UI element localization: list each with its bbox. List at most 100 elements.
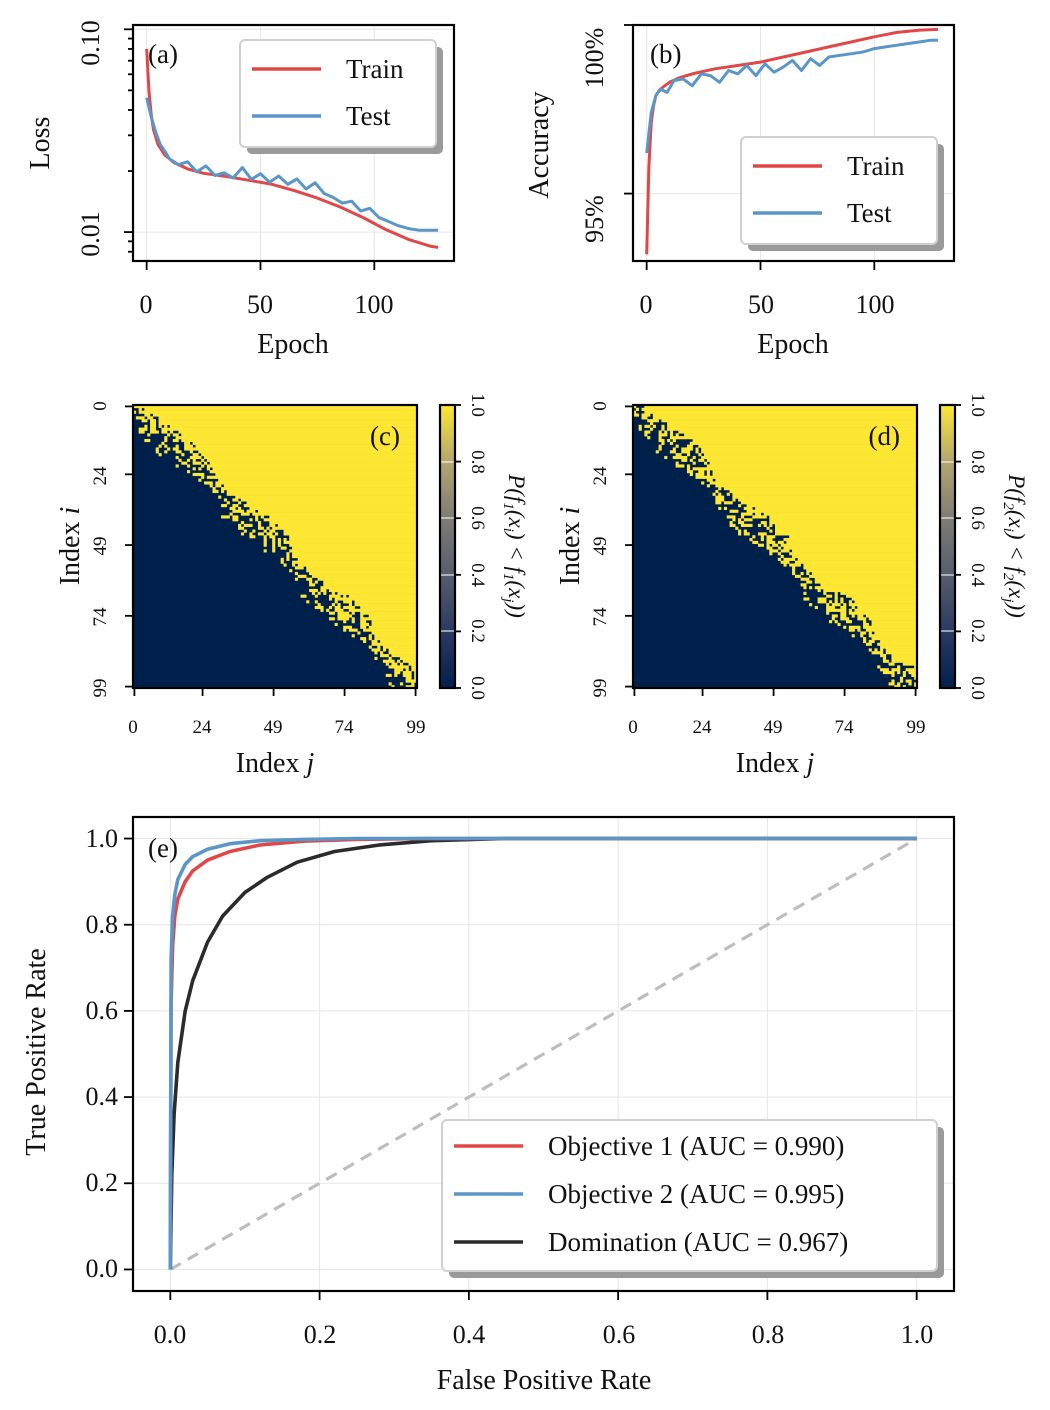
- panel-b-xtick-1: 50: [748, 290, 774, 319]
- d-heat-cells: [706, 478, 713, 482]
- d-heat-cells: [891, 659, 918, 663]
- c-heat-cells: [306, 566, 418, 570]
- panel-a-ytick-1: 0.10: [76, 20, 105, 66]
- c-heat-cells: [223, 498, 228, 502]
- d-heat-cells: [701, 450, 918, 454]
- c-heat-cells: [186, 458, 191, 462]
- panel-e-xtick-3: 0.6: [603, 1320, 636, 1349]
- panel-a: 0 50 100 0.01 0.10 Epoch Loss (a) Train …: [25, 20, 456, 360]
- d-heat-cells: [661, 441, 665, 445]
- panel-d-xtick-0: 0: [628, 717, 638, 738]
- d-heat-cells: [749, 538, 753, 542]
- c-heat-cells: [272, 526, 418, 530]
- d-heat-cells: [868, 631, 872, 635]
- d-heat-cells: [669, 433, 674, 437]
- c-heat-cells: [198, 450, 418, 454]
- c-heat-cells: [280, 560, 284, 564]
- c-heat-cells: [391, 662, 398, 666]
- d-heat-cells: [902, 671, 906, 675]
- d-heat-cells: [891, 679, 895, 683]
- c-heat-cells: [186, 470, 191, 474]
- d-heat-cells: [638, 427, 642, 431]
- panel-c-ytick-4: 99: [90, 679, 111, 698]
- d-heat-cells: [902, 685, 906, 689]
- panel-c-ytick-0: 0: [90, 401, 111, 411]
- c-heat-cells: [334, 597, 418, 601]
- c-heat-cells: [354, 603, 418, 607]
- panel-a-xtick-0: 0: [140, 290, 153, 319]
- d-heat-cells: [846, 594, 918, 598]
- d-heat-cells: [914, 676, 918, 680]
- c-heat-cells: [399, 682, 404, 686]
- d-heat-cells: [669, 436, 918, 440]
- d-heat-cells: [772, 543, 779, 547]
- d-heat-cells: [752, 515, 767, 519]
- d-heat-cells: [843, 603, 847, 607]
- c-heat-cells: [351, 611, 355, 615]
- c-heat-cells: [206, 458, 418, 462]
- d-heat-cells: [880, 654, 887, 658]
- d-heat-cells: [658, 447, 662, 451]
- panel-d-cbar-tick-1: 0.2: [967, 619, 988, 643]
- d-heat-cells: [715, 501, 722, 505]
- c-heat-cells: [371, 622, 418, 627]
- d-heat-cells: [902, 673, 906, 677]
- d-heat-cells: [769, 523, 773, 527]
- c-heat-cells: [147, 433, 151, 437]
- c-heat-cells: [144, 424, 148, 428]
- c-heat-cells: [374, 656, 378, 660]
- d-heat-cells: [863, 625, 918, 629]
- d-heat-cells: [709, 461, 918, 465]
- d-heat-cells: [834, 600, 838, 604]
- c-heat-cells: [277, 543, 281, 547]
- c-heat-cells: [212, 487, 216, 491]
- panel-c-ytick-1: 24: [90, 466, 111, 486]
- d-heat-cells: [729, 521, 733, 525]
- c-heat-cells: [292, 554, 418, 559]
- d-heat-cells: [769, 521, 918, 525]
- d-heat-cells: [868, 634, 918, 638]
- c-heat-cells: [399, 656, 418, 660]
- d-heat-cells: [633, 405, 637, 409]
- c-heat-cells: [169, 424, 418, 428]
- c-heat-cells: [215, 472, 418, 477]
- panel-b-xtick-2: 100: [856, 290, 895, 319]
- panel-a-test-line: [145, 97, 439, 232]
- d-heat-cells: [789, 535, 918, 539]
- c-heat-cells: [209, 461, 418, 465]
- c-heat-cells: [172, 438, 179, 443]
- d-heat-cells: [650, 421, 654, 426]
- d-heat-cells: [809, 603, 813, 607]
- c-heat-cells: [374, 637, 418, 641]
- d-heat-cells: [686, 467, 691, 471]
- d-heat-cells: [689, 441, 918, 445]
- d-heat-cells: [905, 679, 912, 683]
- c-heat-cells: [221, 489, 225, 494]
- panel-c-xtick-3: 74: [335, 717, 355, 738]
- d-heat-cells: [760, 535, 764, 539]
- c-heat-cells: [309, 580, 313, 584]
- d-heat-cells: [755, 506, 918, 511]
- d-heat-cells: [848, 611, 918, 615]
- c-heat-cells: [150, 424, 157, 428]
- c-heat-cells: [232, 504, 239, 508]
- c-heat-cells: [249, 532, 253, 536]
- c-heat-cells: [414, 671, 418, 675]
- d-heat-cells: [735, 526, 739, 530]
- c-heat-cells: [289, 538, 418, 542]
- d-heat-cells: [661, 424, 665, 428]
- c-heat-cells: [161, 430, 168, 434]
- c-heat-cells: [311, 591, 316, 595]
- c-heat-cells: [286, 554, 290, 559]
- d-heat-cells: [775, 523, 918, 527]
- c-heat-cells: [144, 407, 418, 411]
- d-heat-cells: [831, 617, 835, 621]
- c-heat-cells: [317, 603, 321, 607]
- d-heat-cells: [880, 645, 918, 649]
- d-heat-cells: [840, 614, 847, 618]
- c-heat-cells: [263, 535, 267, 539]
- c-heat-cells: [232, 515, 239, 519]
- d-heat-cells: [857, 628, 861, 632]
- c-heat-cells: [189, 450, 193, 454]
- panel-e-xtick-5: 1.0: [901, 1320, 934, 1349]
